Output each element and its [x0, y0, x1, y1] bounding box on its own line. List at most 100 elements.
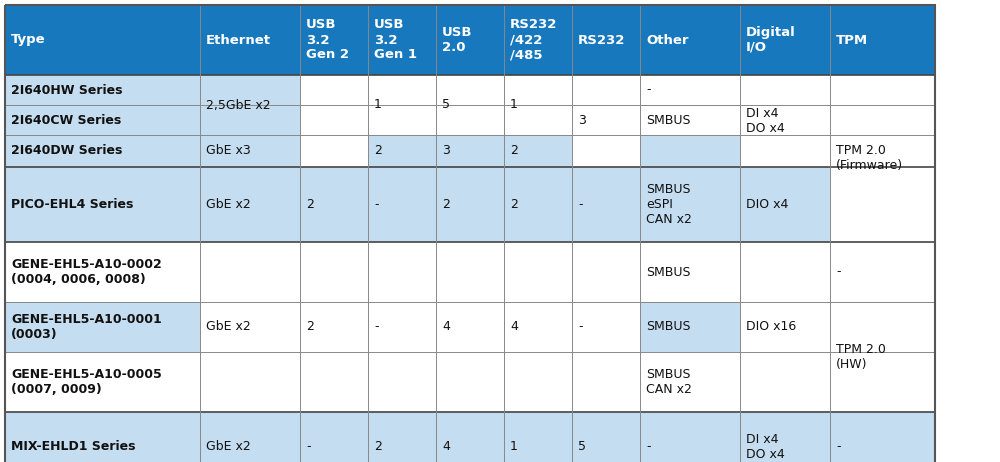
Bar — [830, 412, 935, 462]
Bar — [5, 167, 935, 242]
Bar — [200, 167, 300, 242]
Bar — [368, 135, 436, 167]
Text: 5: 5 — [578, 440, 586, 454]
Bar — [5, 242, 935, 302]
Text: 1: 1 — [510, 98, 518, 111]
Text: TPM 2.0
(HW): TPM 2.0 (HW) — [836, 343, 886, 371]
Bar — [436, 242, 504, 412]
Bar — [200, 242, 300, 412]
Bar — [368, 412, 436, 462]
Text: DI x4
DO x4: DI x4 DO x4 — [746, 433, 785, 461]
Bar — [5, 412, 935, 462]
Text: -: - — [578, 198, 582, 211]
Bar — [300, 412, 368, 462]
Text: TPM 2.0
(Firmware): TPM 2.0 (Firmware) — [836, 145, 903, 172]
Bar — [300, 75, 368, 167]
Text: 2I640CW Series: 2I640CW Series — [11, 114, 121, 127]
Text: GbE x2: GbE x2 — [206, 321, 251, 334]
Text: USB
2.0: USB 2.0 — [442, 26, 473, 54]
Bar — [740, 242, 830, 412]
Text: -: - — [646, 84, 650, 97]
Bar — [504, 135, 572, 167]
Text: -: - — [646, 440, 650, 454]
Bar — [368, 75, 436, 135]
Bar — [5, 352, 200, 412]
Text: USB
3.2
Gen 2: USB 3.2 Gen 2 — [306, 18, 349, 61]
Text: SMBUS: SMBUS — [646, 114, 690, 127]
Text: 4: 4 — [510, 321, 518, 334]
Bar — [300, 242, 368, 412]
Text: 3: 3 — [578, 115, 586, 128]
Bar — [640, 412, 740, 462]
Text: USB
3.2
Gen 1: USB 3.2 Gen 1 — [374, 18, 417, 61]
Text: -: - — [836, 440, 840, 454]
Bar — [640, 135, 740, 167]
Text: 4: 4 — [442, 440, 450, 454]
Text: MIX-EHLD1 Series: MIX-EHLD1 Series — [11, 440, 136, 454]
Bar — [200, 135, 300, 167]
Bar — [436, 135, 504, 167]
Text: 2I640HW Series: 2I640HW Series — [11, 84, 122, 97]
Bar — [5, 167, 200, 242]
Bar — [436, 167, 504, 242]
Text: DIO x4: DIO x4 — [746, 198, 788, 211]
Bar — [640, 167, 740, 242]
Bar — [5, 302, 200, 352]
Text: -: - — [836, 266, 840, 279]
Bar — [830, 242, 935, 302]
Bar — [300, 167, 368, 242]
Bar — [640, 352, 740, 412]
Bar — [368, 242, 436, 412]
Text: 2: 2 — [374, 145, 382, 158]
Text: GENE-EHL5-A10-0002
(0004, 0006, 0008): GENE-EHL5-A10-0002 (0004, 0006, 0008) — [11, 258, 162, 286]
Bar — [5, 242, 200, 302]
Text: 1: 1 — [374, 98, 382, 111]
Bar — [5, 412, 200, 462]
Bar — [436, 75, 504, 135]
Text: Digital
I/O: Digital I/O — [746, 26, 796, 54]
Text: -: - — [578, 321, 582, 334]
Text: 3: 3 — [442, 145, 450, 158]
Text: SMBUS
eSPI
CAN x2: SMBUS eSPI CAN x2 — [646, 183, 692, 226]
Text: 4: 4 — [442, 321, 450, 334]
Bar — [5, 5, 935, 75]
Bar — [830, 75, 935, 242]
Text: GbE x3: GbE x3 — [206, 145, 251, 158]
Text: Ethernet: Ethernet — [206, 34, 271, 47]
Text: GENE-EHL5-A10-0001
(0003): GENE-EHL5-A10-0001 (0003) — [11, 313, 162, 341]
Bar — [504, 412, 572, 462]
Text: GENE-EHL5-A10-0005
(0007, 0009): GENE-EHL5-A10-0005 (0007, 0009) — [11, 368, 162, 396]
Bar — [504, 75, 572, 135]
Text: DIO x16: DIO x16 — [746, 321, 796, 334]
Bar — [740, 412, 830, 462]
Text: PICO-EHL4 Series: PICO-EHL4 Series — [11, 198, 133, 211]
Bar — [5, 302, 935, 352]
Text: 2: 2 — [306, 321, 314, 334]
Text: 2,5GbE x2: 2,5GbE x2 — [206, 98, 271, 111]
Bar — [572, 167, 640, 242]
Text: 1: 1 — [510, 440, 518, 454]
Bar — [5, 105, 935, 135]
Text: 2: 2 — [510, 145, 518, 158]
Text: -: - — [374, 321, 378, 334]
Text: RS232
/422
/485: RS232 /422 /485 — [510, 18, 557, 61]
Text: DI x4
DO x4: DI x4 DO x4 — [746, 107, 785, 135]
Text: SMBUS: SMBUS — [646, 321, 690, 334]
Bar — [830, 302, 935, 412]
Text: GbE x2: GbE x2 — [206, 198, 251, 211]
Text: TPM: TPM — [836, 34, 868, 47]
Text: SMBUS
CAN x2: SMBUS CAN x2 — [646, 368, 692, 396]
Bar — [5, 105, 200, 135]
Text: 2I640DW Series: 2I640DW Series — [11, 145, 122, 158]
Text: 5: 5 — [442, 98, 450, 111]
Text: 2: 2 — [374, 440, 382, 454]
Text: 2: 2 — [306, 198, 314, 211]
Text: RS232: RS232 — [578, 34, 625, 47]
Text: GbE x2: GbE x2 — [206, 440, 251, 454]
Bar — [5, 135, 200, 167]
Bar — [368, 167, 436, 242]
Bar — [640, 75, 740, 105]
Bar — [640, 105, 740, 135]
Bar — [436, 412, 504, 462]
Bar — [5, 75, 200, 105]
